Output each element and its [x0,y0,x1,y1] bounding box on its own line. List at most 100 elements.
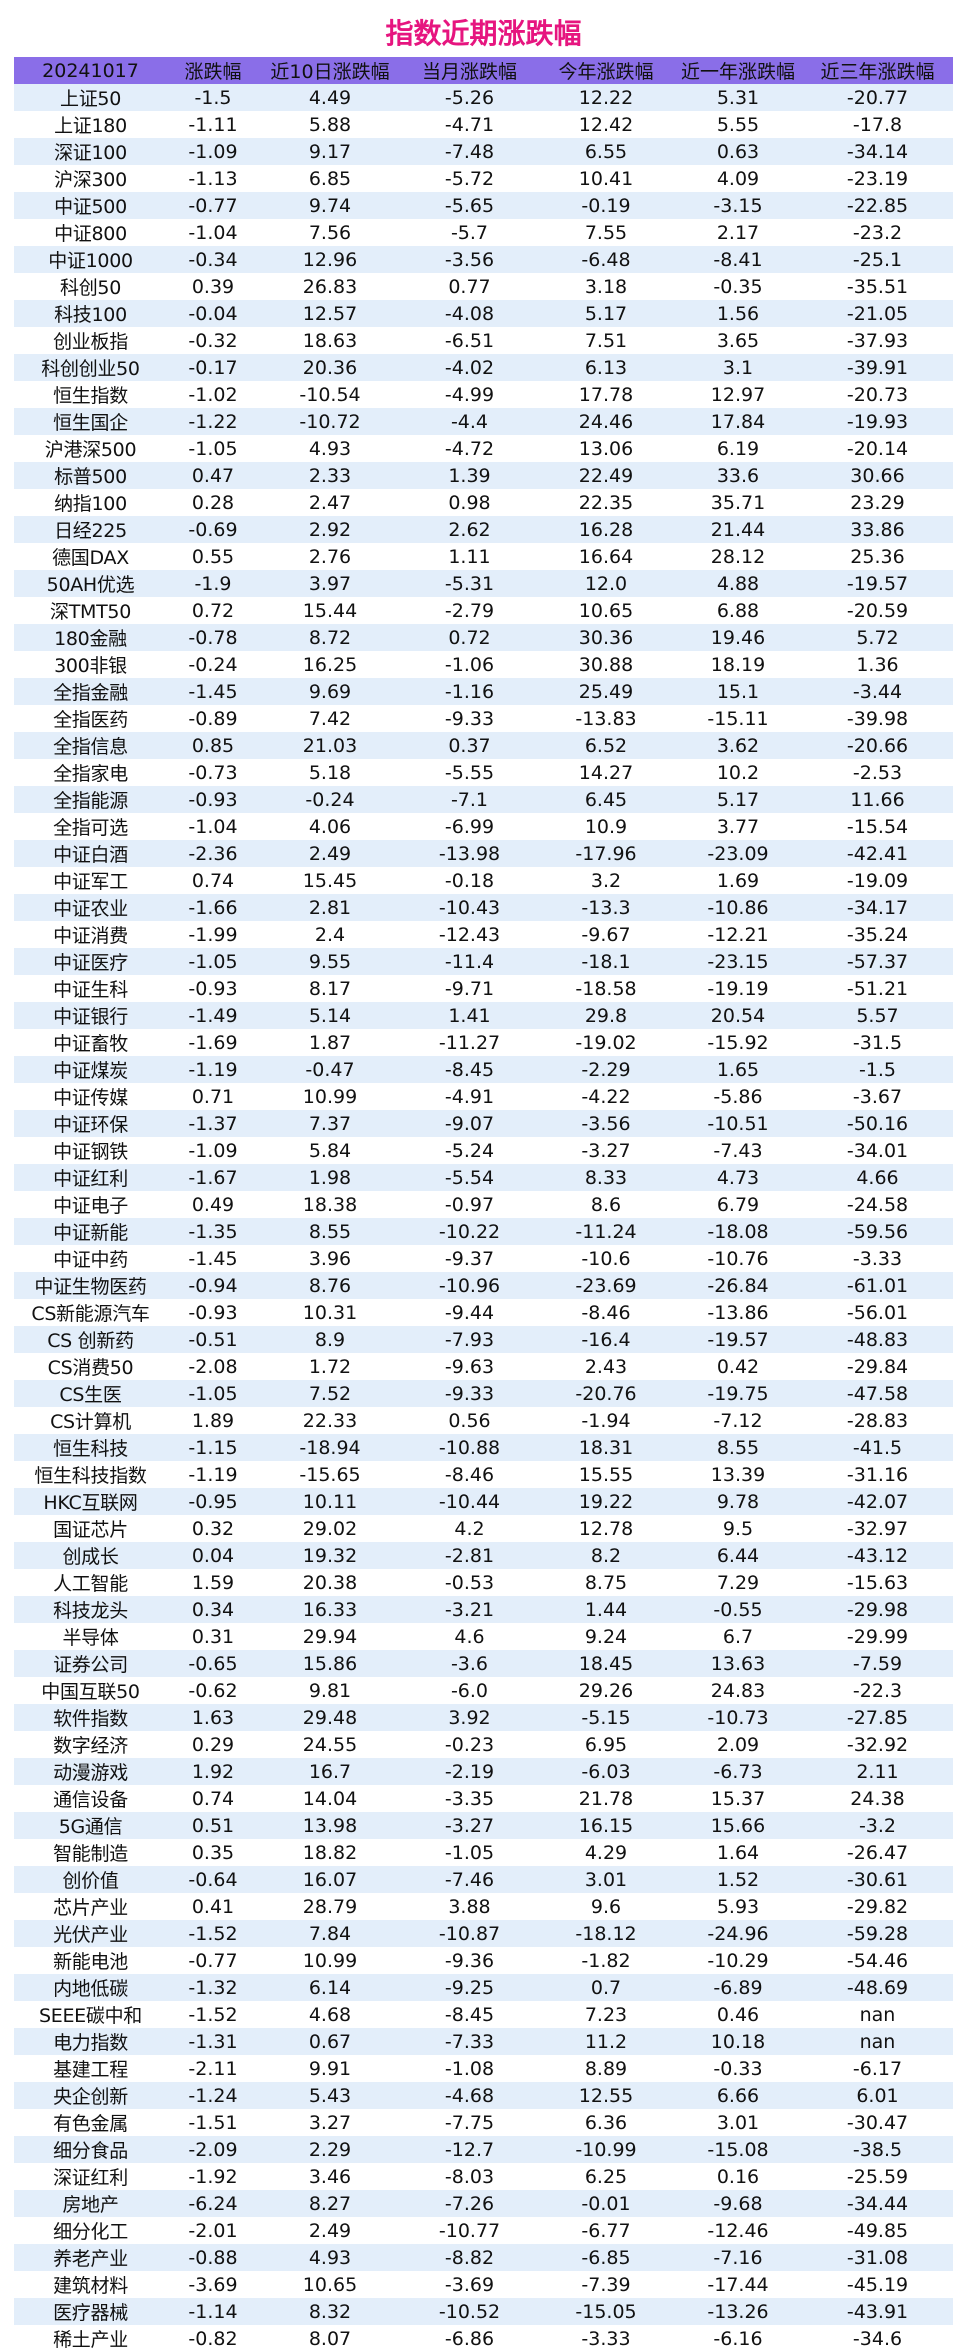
cell-change-month: -6.99 [401,813,538,840]
cell-change-ytd: 7.51 [538,327,674,354]
cell-index-name: HKC互联网 [14,1488,167,1515]
cell-change-10d: 6.14 [259,1974,401,2001]
cell-change-month: -8.46 [401,1461,538,1488]
cell-change-3y: -19.93 [802,408,953,435]
cell-change-3y: -59.28 [802,1920,953,1947]
cell-change-ytd: -10.6 [538,1245,674,1272]
cell-change-month: -10.22 [401,1218,538,1245]
cell-change-month: -9.63 [401,1353,538,1380]
cell-change-1y: -15.92 [674,1029,802,1056]
cell-change-3y: -50.16 [802,1110,953,1137]
cell-index-name: 科创创业50 [14,354,167,381]
cell-change-month: -8.45 [401,2001,538,2028]
cell-change-month: -7.93 [401,1326,538,1353]
cell-change-3y: -34.01 [802,1137,953,1164]
cell-index-name: 基建工程 [14,2055,167,2082]
cell-change-month: -2.81 [401,1542,538,1569]
cell-change-3y: -37.93 [802,327,953,354]
cell-change-ytd: 6.13 [538,354,674,381]
cell-change-ytd: 3.01 [538,1866,674,1893]
cell-change-10d: 13.98 [259,1812,401,1839]
table-row: 全指可选 -1.04 4.06 -6.99 10.9 3.77 -15.54 [14,813,953,840]
cell-change-1y: 10.2 [674,759,802,786]
cell-change-month: -4.91 [401,1083,538,1110]
cell-change-1y: 0.46 [674,2001,802,2028]
cell-change-3y: -24.58 [802,1191,953,1218]
cell-index-name: 深证红利 [14,2163,167,2190]
cell-index-name: 中证银行 [14,1002,167,1029]
cell-change-month: -10.43 [401,894,538,921]
cell-change: -1.05 [167,948,259,975]
cell-change-ytd: 15.55 [538,1461,674,1488]
cell-change-10d: 2.49 [259,2217,401,2244]
cell-change-3y: 24.38 [802,1785,953,1812]
cell-change: -1.37 [167,1110,259,1137]
cell-index-name: 中证1000 [14,246,167,273]
cell-change-10d: -10.72 [259,408,401,435]
table-row: 有色金属 -1.51 3.27 -7.75 6.36 3.01 -30.47 [14,2109,953,2136]
cell-change-month: -10.44 [401,1488,538,1515]
cell-change-ytd: -19.02 [538,1029,674,1056]
cell-change-1y: -13.26 [674,2298,802,2325]
cell-change-10d: 0.67 [259,2028,401,2055]
column-header-3y-change: 近三年涨跌幅 [802,57,953,84]
cell-change-1y: 0.63 [674,138,802,165]
cell-change-ytd: -17.96 [538,840,674,867]
cell-change-month: 1.11 [401,543,538,570]
cell-change-month: -8.45 [401,1056,538,1083]
cell-change-10d: 2.29 [259,2136,401,2163]
cell-change-10d: 10.65 [259,2271,401,2298]
cell-change-ytd: -13.83 [538,705,674,732]
cell-change-ytd: 8.6 [538,1191,674,1218]
table-row: 中证500 -0.77 9.74 -5.65 -0.19 -3.15 -22.85 [14,192,953,219]
cell-change-ytd: 30.36 [538,624,674,651]
cell-index-name: 5G通信 [14,1812,167,1839]
cell-change-1y: -10.51 [674,1110,802,1137]
cell-change-10d: 4.68 [259,2001,401,2028]
cell-change-ytd: 6.52 [538,732,674,759]
cell-change-month: 1.41 [401,1002,538,1029]
cell-change-1y: -9.68 [674,2190,802,2217]
cell-change-1y: 4.88 [674,570,802,597]
cell-change-3y: nan [802,2028,953,2055]
cell-change: 0.29 [167,1731,259,1758]
table-row: 中证医疗 -1.05 9.55 -11.4 -18.1 -23.15 -57.37 [14,948,953,975]
cell-change-10d: 10.31 [259,1299,401,1326]
cell-change-1y: 7.29 [674,1569,802,1596]
cell-change-10d: 4.93 [259,2244,401,2271]
cell-change: 0.85 [167,732,259,759]
cell-index-name: 内地低碳 [14,1974,167,2001]
cell-change-1y: -13.86 [674,1299,802,1326]
cell-change-ytd: -18.58 [538,975,674,1002]
cell-change: 0.32 [167,1515,259,1542]
cell-change-3y: -59.56 [802,1218,953,1245]
cell-change-1y: 3.62 [674,732,802,759]
cell-change-ytd: 11.2 [538,2028,674,2055]
cell-change-3y: -30.47 [802,2109,953,2136]
cell-change: -0.93 [167,786,259,813]
cell-change-3y: -28.83 [802,1407,953,1434]
cell-change-1y: -10.76 [674,1245,802,1272]
cell-change-3y: -39.98 [802,705,953,732]
cell-change-1y: 17.84 [674,408,802,435]
cell-change-1y: 10.18 [674,2028,802,2055]
cell-change-10d: 9.74 [259,192,401,219]
cell-change-ytd: 12.42 [538,111,674,138]
cell-index-name: 日经225 [14,516,167,543]
table-row: CS新能源汽车 -0.93 10.31 -9.44 -8.46 -13.86 -56.01 [14,1299,953,1326]
table-row: 创成长 0.04 19.32 -2.81 8.2 6.44 -43.12 [14,1542,953,1569]
cell-index-name: 创成长 [14,1542,167,1569]
cell-change: 0.49 [167,1191,259,1218]
cell-change-10d: 4.06 [259,813,401,840]
cell-change-ytd: -0.19 [538,192,674,219]
cell-index-name: 标普500 [14,462,167,489]
cell-change-month: -9.33 [401,705,538,732]
table-row: 央企创新 -1.24 5.43 -4.68 12.55 6.66 6.01 [14,2082,953,2109]
cell-change-1y: -5.86 [674,1083,802,1110]
cell-change: -1.35 [167,1218,259,1245]
cell-change-10d: 7.37 [259,1110,401,1137]
cell-change-1y: -6.89 [674,1974,802,2001]
cell-index-name: 全指金融 [14,678,167,705]
cell-change-month: -5.31 [401,570,538,597]
cell-change-10d: 2.92 [259,516,401,543]
